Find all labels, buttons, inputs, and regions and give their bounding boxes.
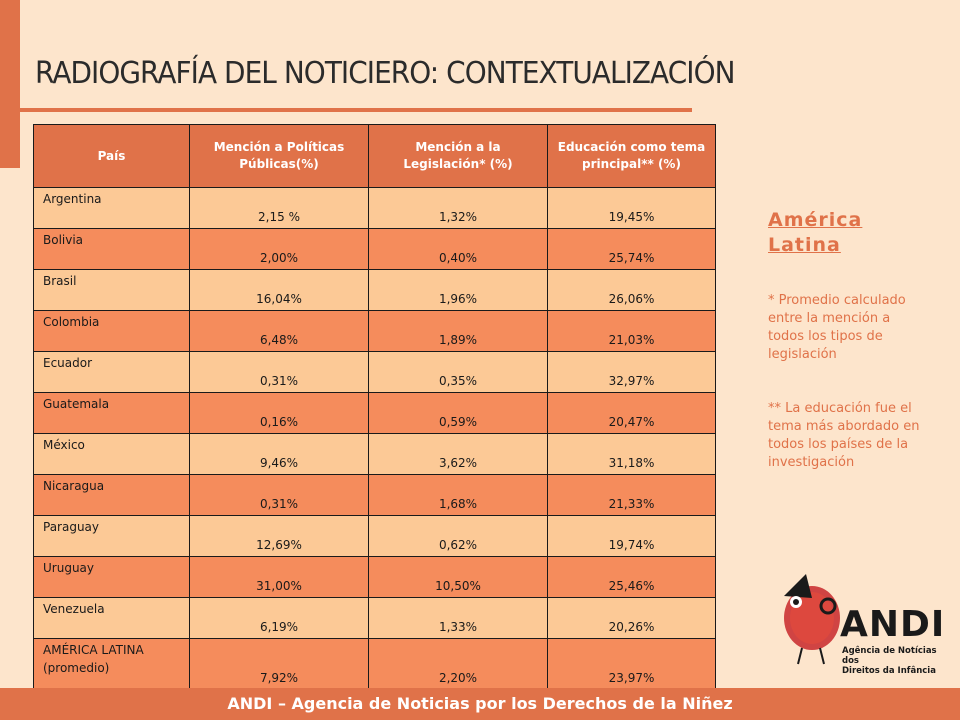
cell-education: 25,46% <box>547 556 716 598</box>
cell-legislation: 10,50% <box>368 556 548 598</box>
total-label-line1: AMÉRICA LATINA <box>43 643 144 657</box>
cell-policies: 6,48% <box>189 310 369 352</box>
cell-country-total: AMÉRICA LATINA (promedio) <box>33 638 190 690</box>
logo-subtitle-line1: Agência de Notícias dos <box>842 646 937 666</box>
header-education: Educación como tema principal** (%) <box>547 124 716 188</box>
table-row: Ecuador 0,31% 0,35% 32,97% <box>33 351 716 393</box>
cell-policies: 0,31% <box>189 474 369 516</box>
cell-education: 20,47% <box>547 392 716 434</box>
table-row: Colombia 6,48% 1,89% 21,03% <box>33 310 716 352</box>
cell-education: 19,74% <box>547 515 716 557</box>
footnote-education: ** La educación fue el tema más abordado… <box>768 401 920 470</box>
cell-education: 19,45% <box>547 187 716 229</box>
left-accent-bar <box>0 0 20 168</box>
cell-education: 25,74% <box>547 228 716 270</box>
table-row: Bolivia 2,00% 0,40% 25,74% <box>33 228 716 270</box>
cell-education: 32,97% <box>547 351 716 393</box>
cell-legislation: 0,35% <box>368 351 548 393</box>
cell-country: México <box>33 433 190 475</box>
logo-subtitle-line2: Direitos da Infância <box>842 666 936 676</box>
title-underline <box>20 108 692 112</box>
cell-education: 21,33% <box>547 474 716 516</box>
cell-country: Colombia <box>33 310 190 352</box>
table-row: Guatemala 0,16% 0,59% 20,47% <box>33 392 716 434</box>
cell-legislation: 1,68% <box>368 474 548 516</box>
cell-legislation: 3,62% <box>368 433 548 475</box>
cell-country: Argentina <box>33 187 190 229</box>
page-title: RADIOGRAFÍA DEL NOTICIERO: CONTEXTUALIZA… <box>35 56 735 91</box>
header-policies: Mención a Políticas Públicas(%) <box>189 124 369 188</box>
cell-country: Bolivia <box>33 228 190 270</box>
footnote-legislation: * Promedio calculado entre la mención a … <box>768 293 906 362</box>
table-row: Brasil 16,04% 1,96% 26,06% <box>33 269 716 311</box>
footer-bar: ANDI – Agencia de Noticias por los Derec… <box>0 688 960 720</box>
cell-policies: 2,15 % <box>189 187 369 229</box>
header-legislation: Mención a la Legislación* (%) <box>368 124 548 188</box>
cell-policies: 0,31% <box>189 351 369 393</box>
cell-policies: 2,00% <box>189 228 369 270</box>
cell-legislation: 0,59% <box>368 392 548 434</box>
cell-policies: 31,00% <box>189 556 369 598</box>
cell-legislation-total: 2,20% <box>368 638 548 690</box>
total-label-line2: (promedio) <box>43 661 110 675</box>
cell-country: Ecuador <box>33 351 190 393</box>
cell-education: 26,06% <box>547 269 716 311</box>
table-row: Paraguay 12,69% 0,62% 19,74% <box>33 515 716 557</box>
logo-subtitle: Agência de Notícias dos Direitos da Infâ… <box>842 646 954 676</box>
table-header-row: País Mención a Políticas Públicas(%) Men… <box>33 124 716 188</box>
cell-legislation: 1,89% <box>368 310 548 352</box>
cell-legislation: 1,32% <box>368 187 548 229</box>
cell-country: Venezuela <box>33 597 190 639</box>
cell-legislation: 1,96% <box>368 269 548 311</box>
cell-education: 21,03% <box>547 310 716 352</box>
cell-country: Nicaragua <box>33 474 190 516</box>
table-row: Nicaragua 0,31% 1,68% 21,33% <box>33 474 716 516</box>
table-row: Uruguay 31,00% 10,50% 25,46% <box>33 556 716 598</box>
cell-country: Uruguay <box>33 556 190 598</box>
cell-education: 31,18% <box>547 433 716 475</box>
header-country: País <box>33 124 190 188</box>
cell-legislation: 0,62% <box>368 515 548 557</box>
cell-country: Brasil <box>33 269 190 311</box>
table-row-total: AMÉRICA LATINA (promedio) 7,92% 2,20% 23… <box>33 638 716 690</box>
cell-legislation: 0,40% <box>368 228 548 270</box>
cell-policies: 9,46% <box>189 433 369 475</box>
cell-country: Paraguay <box>33 515 190 557</box>
logo-name: ANDI <box>840 604 946 645</box>
andi-mascot-logo-icon <box>784 574 840 665</box>
cell-policies: 6,19% <box>189 597 369 639</box>
table-row: Argentina 2,15 % 1,32% 19,45% <box>33 187 716 229</box>
cell-policies: 0,16% <box>189 392 369 434</box>
cell-education-total: 23,97% <box>547 638 716 690</box>
cell-legislation: 1,33% <box>368 597 548 639</box>
table-row: México 9,46% 3,62% 31,18% <box>33 433 716 475</box>
data-table: País Mención a Políticas Públicas(%) Men… <box>33 124 716 690</box>
sidebar-heading: América Latina <box>768 209 863 256</box>
cell-education: 20,26% <box>547 597 716 639</box>
table-row: Venezuela 6,19% 1,33% 20,26% <box>33 597 716 639</box>
cell-policies: 16,04% <box>189 269 369 311</box>
cell-country: Guatemala <box>33 392 190 434</box>
cell-policies: 12,69% <box>189 515 369 557</box>
cell-policies-total: 7,92% <box>189 638 369 690</box>
